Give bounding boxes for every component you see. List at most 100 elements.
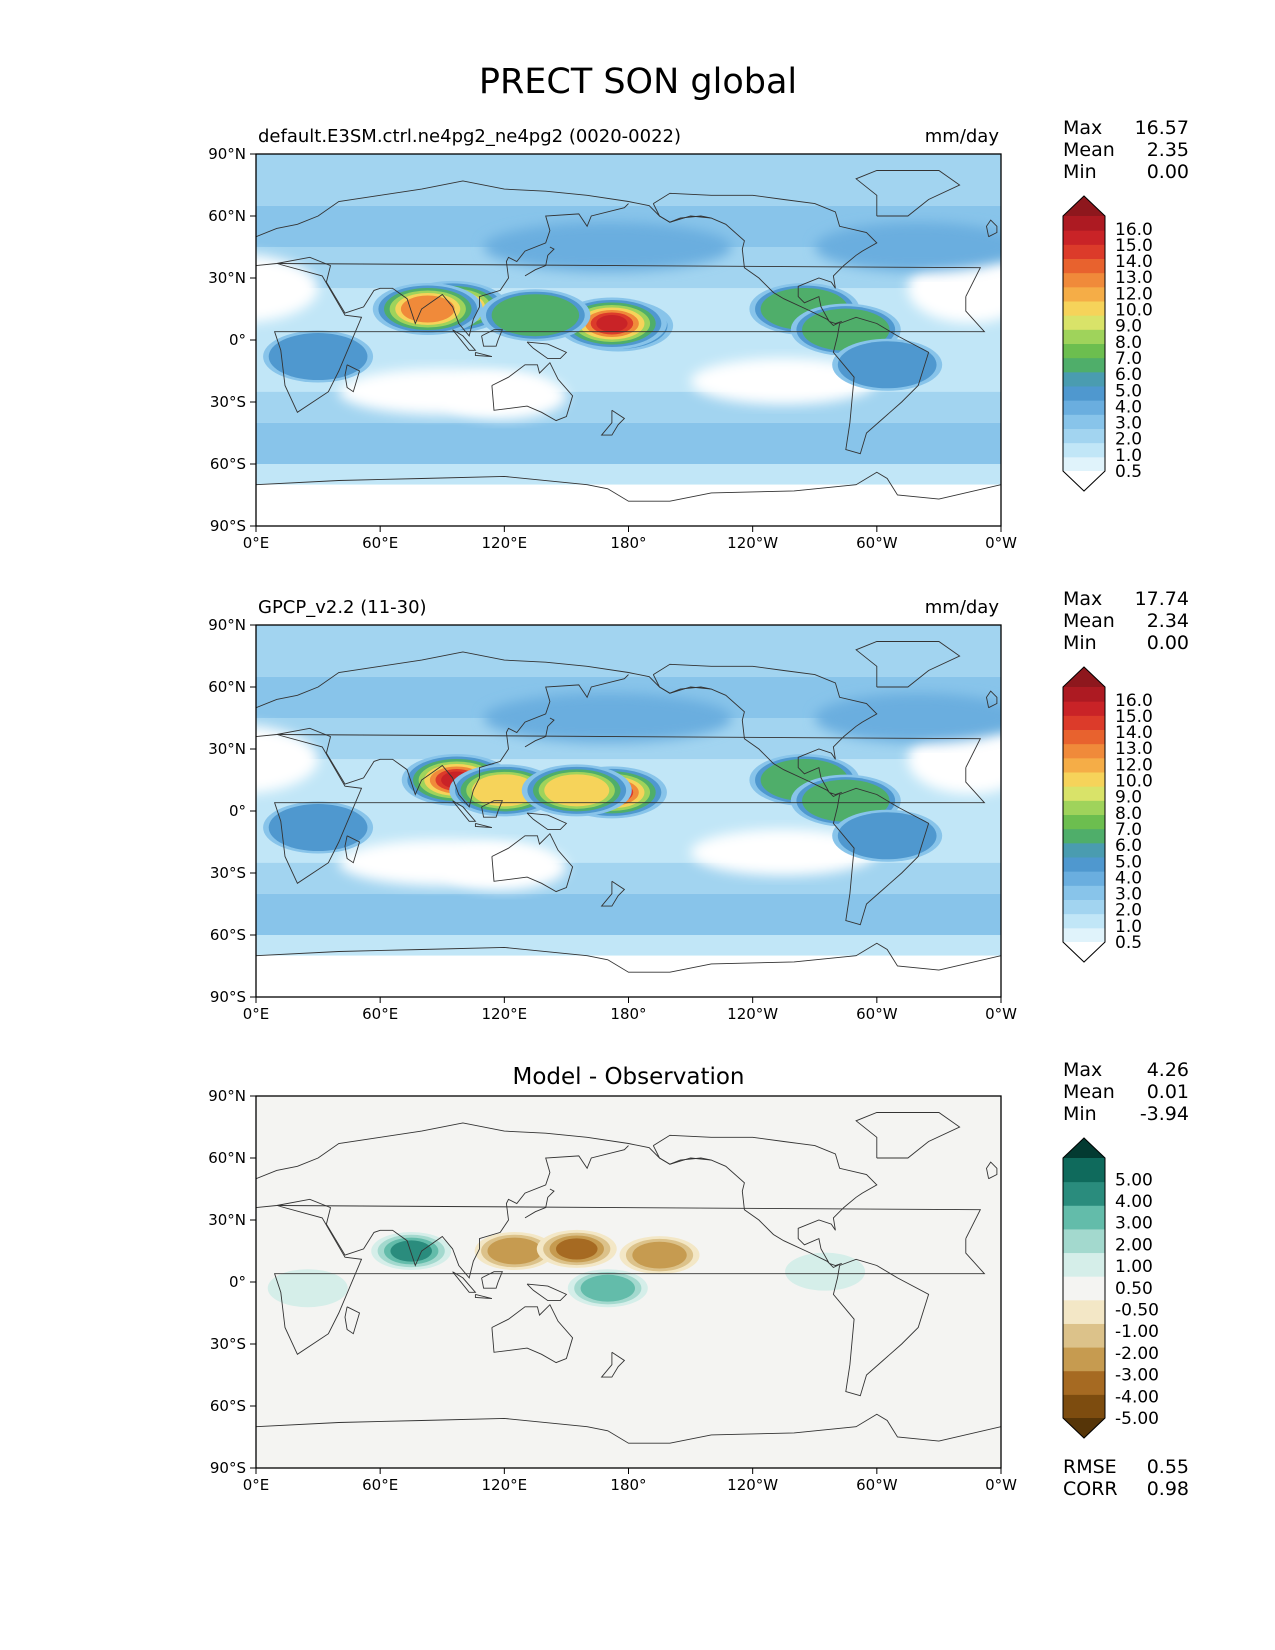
colorbar-segment xyxy=(1063,357,1105,373)
storm-track xyxy=(814,693,1001,743)
colorbar-tick-label: -0.50 xyxy=(1115,1300,1159,1320)
coastline xyxy=(600,1351,626,1378)
colorbar-segment xyxy=(1063,442,1105,458)
colorbar-tick-label: 14.0 xyxy=(1115,252,1153,272)
colorbar-segment xyxy=(1063,1205,1105,1230)
footer-stat-value: 0.98 xyxy=(1147,1478,1189,1500)
colorbar-segment xyxy=(1063,1158,1105,1183)
panel-title-left: default.E3SM.ctrl.ne4pg2_ne4pg2 (0020-00… xyxy=(258,126,681,147)
y-tick-label: 60°N xyxy=(208,678,246,696)
diff-contour-4 xyxy=(580,1274,636,1302)
x-tick-label: 60°W xyxy=(856,534,898,552)
colorbar-tick-label: 14.0 xyxy=(1115,723,1153,743)
coastline xyxy=(481,800,503,818)
dry-region xyxy=(256,725,319,793)
dry-region xyxy=(442,843,567,890)
x-tick-label: 120°E xyxy=(482,1005,528,1023)
y-tick-label: 30°N xyxy=(208,740,246,758)
colorbar-segment xyxy=(1063,216,1105,231)
colorbar-tick-label: 1.00 xyxy=(1115,1257,1153,1277)
x-tick-label: 0°E xyxy=(243,534,270,552)
colorbar-tick-label: -4.00 xyxy=(1115,1387,1159,1407)
colorbar-tick-label: 8.0 xyxy=(1115,333,1142,353)
colorbar-segment xyxy=(1063,885,1105,900)
x-tick-label: 60°E xyxy=(362,1476,398,1494)
dry-region xyxy=(256,254,319,322)
coastline xyxy=(256,942,1001,973)
stat-value: 4.26 xyxy=(1147,1059,1189,1081)
y-tick-label: 90°S xyxy=(210,988,246,1006)
colorbar-segment xyxy=(1063,1370,1105,1395)
coastline xyxy=(273,263,986,413)
storm-track xyxy=(814,222,1001,272)
colorbar-segment xyxy=(1063,272,1105,288)
footer-stat-value: 0.55 xyxy=(1147,1456,1189,1478)
x-tick-label: 120°W xyxy=(727,534,778,552)
coastline xyxy=(600,409,626,436)
colorbar: 16.015.014.013.012.010.09.08.07.06.05.04… xyxy=(1062,195,1153,492)
colorbar-segment xyxy=(1063,1394,1105,1419)
x-tick-label: 60°W xyxy=(856,1005,898,1023)
colorbar-segment xyxy=(1063,315,1105,330)
x-tick-label: 180° xyxy=(610,1005,646,1023)
precip-contour-1 xyxy=(471,774,537,807)
coastlines xyxy=(256,170,1001,502)
map-panel-2: GPCP_v2.2 (11-30) mm/day 0°E 60°E 120°E 180° 1… xyxy=(208,588,1189,1023)
colorbar-tick-label: 3.0 xyxy=(1115,885,1142,905)
colorbar-segment xyxy=(1063,329,1105,344)
coastline xyxy=(452,329,477,351)
precip-band xyxy=(256,422,1001,464)
colorbar-segment xyxy=(1063,1181,1105,1206)
colorbar-segment xyxy=(1063,857,1105,872)
coastline xyxy=(452,800,477,822)
y-tick-label: 60°S xyxy=(210,455,246,473)
colorbar-extend-top xyxy=(1063,667,1105,687)
y-tick-label: 90°S xyxy=(210,517,246,535)
colorbar-tick-label: 0.5 xyxy=(1115,462,1142,482)
precip-contour-6 xyxy=(802,779,890,822)
colorbar-tick-label: 3.0 xyxy=(1115,414,1142,434)
precip-band xyxy=(256,484,1001,526)
dry-region xyxy=(690,358,877,405)
coastline xyxy=(832,787,930,926)
diff-contour-1 xyxy=(487,1237,542,1265)
y-tick-label: 90°N xyxy=(208,1087,246,1105)
colorbar-segment xyxy=(1063,772,1105,787)
coastline xyxy=(273,734,986,884)
colorbar-tick-label: 0.50 xyxy=(1115,1279,1153,1299)
x-tick-label: 0°W xyxy=(985,1005,1017,1023)
colorbar-segment xyxy=(1063,729,1105,745)
colorbar-tick-label: -1.00 xyxy=(1115,1322,1159,1342)
precip-contour-7 xyxy=(837,812,937,860)
coastline xyxy=(481,1271,503,1289)
y-tick-label: 30°S xyxy=(210,393,246,411)
colorbar-segment xyxy=(1063,386,1105,401)
coastline xyxy=(452,1271,477,1293)
colorbar-tick-label: -5.00 xyxy=(1115,1409,1159,1429)
colorbar-tick-label: 5.00 xyxy=(1115,1170,1153,1190)
colorbar: 5.004.003.002.001.000.50-0.50-1.00-2.00-… xyxy=(1062,1137,1159,1439)
y-tick-label: 30°S xyxy=(210,864,246,882)
y-tick-label: 0° xyxy=(229,802,246,820)
y-tick-label: 30°N xyxy=(208,269,246,287)
stat-label: Mean xyxy=(1063,139,1115,161)
colorbar-tick-label: -2.00 xyxy=(1115,1344,1159,1364)
x-tick-label: 0°E xyxy=(243,1005,270,1023)
colorbar-segment xyxy=(1063,1228,1105,1254)
coastline xyxy=(344,835,361,864)
coastline xyxy=(526,341,568,360)
footer-stat-label: CORR xyxy=(1063,1478,1118,1500)
colorbar-extend-bottom xyxy=(1063,942,1105,962)
precip-contour-5 xyxy=(268,333,368,381)
colorbar-extend-top xyxy=(1063,196,1105,216)
stat-value: 17.74 xyxy=(1135,588,1189,610)
stat-value: 16.57 xyxy=(1135,117,1189,139)
coastline xyxy=(256,203,629,337)
x-tick-label: 120°W xyxy=(727,1476,778,1494)
stat-label: Min xyxy=(1063,632,1097,654)
colorbar-segment xyxy=(1063,230,1105,245)
x-tick-label: 120°W xyxy=(727,1005,778,1023)
diff-contour-3 xyxy=(632,1241,687,1269)
precip-contour-7 xyxy=(802,308,890,351)
